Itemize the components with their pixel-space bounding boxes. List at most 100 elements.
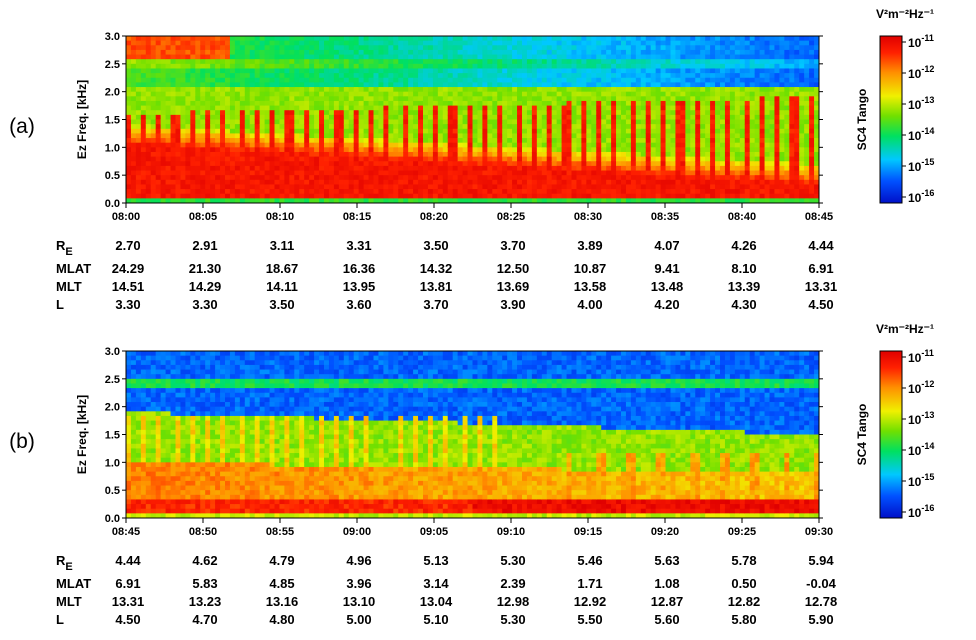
spectrogram-cell (160, 133, 167, 139)
spectrogram-cell (635, 45, 642, 51)
spectrogram-cell (556, 138, 563, 144)
spectrogram-cell (165, 77, 172, 83)
spectrogram-cell (571, 198, 578, 203)
spectrogram-cell (645, 105, 652, 111)
spectrogram-cell (215, 114, 221, 121)
spectrogram-cell (126, 138, 132, 144)
spectrogram-cell (210, 133, 216, 139)
spectrogram-cell (393, 156, 399, 162)
spectrogram-cell (660, 110, 667, 116)
spectrogram-cell (591, 54, 597, 60)
spectrogram-cell (779, 96, 785, 102)
spectrogram-cell (784, 184, 790, 190)
spectrogram-cell (799, 45, 805, 51)
spectrogram-cell (645, 82, 652, 88)
spectrogram-cell (630, 119, 637, 125)
spectrogram-cell (809, 49, 815, 56)
spectrogram-cell (715, 119, 721, 125)
spectrogram-cell (685, 175, 691, 181)
spectrogram-cell (215, 87, 221, 93)
spectrogram-cell (517, 59, 523, 65)
spectrogram-cell (437, 68, 444, 74)
spectrogram-cell (220, 73, 226, 79)
spectrogram-cell (452, 128, 459, 135)
spectrogram-cell (413, 49, 419, 56)
spectrogram-cell (150, 45, 157, 51)
spectrogram-cell (472, 82, 479, 88)
spectrogram-cell (606, 161, 612, 167)
spectrogram-cell (314, 128, 320, 135)
spectrogram-cell (616, 59, 622, 65)
spectrogram-cell (338, 105, 345, 111)
spectrogram-cell (343, 110, 350, 116)
spectrogram-cell (418, 128, 424, 135)
spectrogram-cell (215, 119, 221, 125)
spectrogram-cell (145, 49, 152, 56)
spectrogram-cell (690, 119, 696, 125)
spectrogram-cell (744, 193, 751, 199)
spectrogram-cell (551, 73, 558, 79)
spectrogram-cell (536, 193, 543, 199)
spectrogram-cell (799, 77, 805, 83)
spectrogram-cell (591, 40, 597, 46)
spectrogram-cell (442, 184, 449, 190)
spectrogram-cell (512, 124, 518, 130)
spectrogram-cell (591, 59, 597, 65)
spectrogram-cell (477, 36, 483, 42)
spectrogram-cell (655, 184, 662, 190)
spectrogram-cell (234, 119, 241, 125)
spectrogram-cell (195, 147, 201, 153)
spectrogram-cell (279, 54, 285, 60)
spectrogram-cell (497, 142, 503, 148)
spectrogram-cell (269, 100, 276, 107)
spectrogram-cell (427, 119, 434, 125)
spectrogram-cell (650, 105, 657, 111)
spectrogram-cell (571, 161, 578, 167)
spectrogram-cell (635, 128, 642, 135)
spectrogram-cell (507, 114, 513, 121)
spectrogram-cell (388, 73, 394, 79)
spectrogram-cell (284, 128, 290, 135)
spectrogram-cell (720, 105, 726, 111)
spectrogram-cell (314, 63, 320, 70)
spectrogram-cell (165, 179, 172, 186)
spectrogram-cell (784, 105, 790, 111)
spectrogram-cell (601, 49, 607, 56)
spectrogram-cell (522, 138, 528, 144)
spectrogram-cell (734, 165, 741, 172)
spectrogram-cell (457, 161, 464, 167)
spectrogram-cell (264, 87, 271, 93)
spectrogram-cell (279, 133, 285, 139)
spectrogram-cell (734, 91, 741, 97)
spectrogram-cell (462, 59, 469, 65)
spectrogram-cell (720, 147, 726, 153)
spectrogram-cell (512, 54, 518, 60)
spectrogram-cell (690, 63, 696, 70)
spectrogram-cell (299, 49, 305, 56)
spectrogram-cell (210, 40, 216, 46)
spectrogram-cell (700, 198, 706, 203)
spectrogram-cell (413, 73, 419, 79)
spectrogram-cell (259, 170, 266, 176)
spectrogram-cell (284, 68, 290, 74)
spectrogram-cell (408, 82, 414, 88)
spectrogram-cell (225, 142, 231, 148)
spectrogram-cell (754, 179, 761, 186)
spectrogram-cell (809, 54, 815, 60)
spectrogram-cell (328, 87, 335, 93)
spectrogram-cell (259, 138, 266, 144)
spectrogram-cell (675, 105, 681, 111)
spectrogram-cell (566, 87, 573, 93)
spectrogram-cell (774, 87, 780, 93)
spectrogram-cell (541, 175, 548, 181)
spectrogram-cell (437, 119, 444, 125)
spectrogram-cell (571, 59, 578, 65)
spectrogram-cell (635, 82, 642, 88)
spectrogram-cell (546, 49, 553, 56)
spectrogram-cell (423, 82, 429, 88)
spectrogram-cell (576, 45, 582, 51)
spectrogram-cell (685, 156, 691, 162)
spectrogram-cell (348, 40, 355, 46)
spectrogram-cell (353, 36, 360, 42)
spectrogram-cell (566, 193, 573, 199)
